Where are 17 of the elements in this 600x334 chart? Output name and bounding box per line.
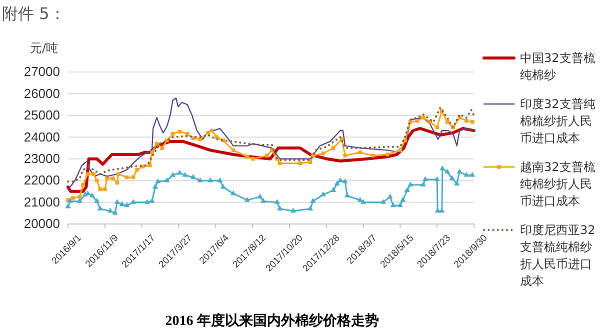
y-tick-label: 25000 <box>24 108 60 123</box>
y-tick-label: 27000 <box>24 64 60 80</box>
text: 2016 年度以来国内外棉纱价格走势 <box>165 312 379 329</box>
y-tick-label: 21000 <box>24 194 60 210</box>
y-tick-label: 26000 <box>24 86 60 101</box>
y-tick-label: 23000 <box>24 151 60 166</box>
legend-label: 印度尼西亚32支普梳纯棉纱折人民币进口成本 <box>520 223 596 288</box>
legend-label: 印度32支普纯棉梳纱折人民币进口成本 <box>520 97 596 145</box>
legend-label: 越南32支普梳纯棉纱折人民币进口成本 <box>520 160 596 208</box>
legend-label: 中国32支普梳纯棉纱 <box>520 51 596 82</box>
y-tick-label: 22000 <box>24 172 60 188</box>
y-axis-title: 元/吨 <box>30 41 58 55</box>
line-series <box>67 106 475 183</box>
line-series <box>67 97 473 190</box>
y-tick-label: 24000 <box>24 129 60 144</box>
text: 附件 5： <box>2 4 66 23</box>
y-tick-label: 20000 <box>24 216 60 232</box>
